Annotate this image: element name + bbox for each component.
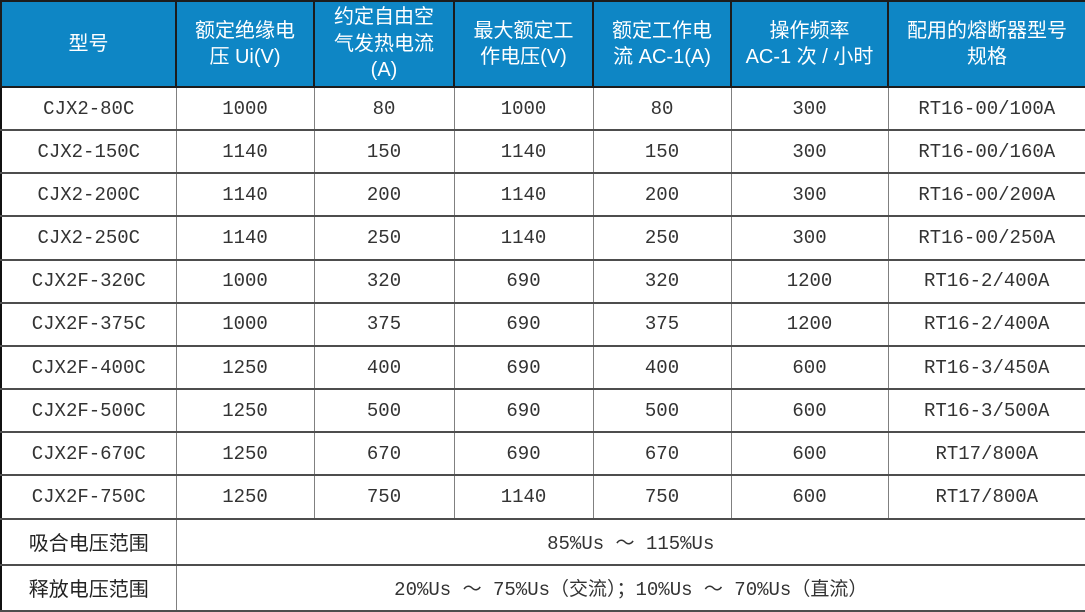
model-cell: CJX2F-750C — [0, 474, 177, 520]
table-cell: 750 — [313, 474, 455, 520]
column-header-operation-frequency: 操作频率 AC-1 次 / 小时 — [730, 0, 889, 88]
table-cell: 690 — [453, 258, 594, 304]
footer-label: 吸合电压范围 — [0, 517, 177, 566]
table-row: CJX2F-750C 1250 750 1140 750 600 RT17/80… — [0, 474, 1085, 520]
footer-row-pickup-voltage: 吸合电压范围 85%Us ～ 115%Us — [0, 517, 1085, 566]
table-row: CJX2F-375C 1000 375 690 375 1200 RT16-2/… — [0, 301, 1085, 347]
table-cell: 250 — [313, 215, 455, 261]
table-cell: 690 — [453, 388, 594, 434]
table-cell: 1200 — [730, 258, 889, 304]
model-cell: CJX2-150C — [0, 129, 177, 175]
fuse-cell: RT16-3/450A — [887, 344, 1085, 391]
column-header-model: 型号 — [0, 0, 177, 88]
fuse-cell: RT16-00/200A — [887, 172, 1085, 218]
table-cell: 1000 — [175, 85, 315, 132]
table-cell: 320 — [592, 258, 732, 304]
table-cell: 1140 — [175, 172, 315, 218]
table-cell: 375 — [592, 301, 732, 347]
table-cell: 400 — [313, 344, 455, 391]
table-cell: 1140 — [175, 129, 315, 175]
fuse-cell: RT16-00/160A — [887, 129, 1085, 175]
table-cell: 1000 — [175, 301, 315, 347]
table-cell: 300 — [730, 172, 889, 218]
table-cell: 600 — [730, 431, 889, 477]
model-cell: CJX2F-375C — [0, 301, 177, 347]
table-cell: 1250 — [175, 474, 315, 520]
table-cell: 500 — [592, 388, 732, 434]
model-cell: CJX2-80C — [0, 85, 177, 132]
pickup-voltage-range-value: 85%Us ～ 115%Us — [175, 517, 1085, 566]
table-cell: 1200 — [730, 301, 889, 347]
table-cell: 750 — [592, 474, 732, 520]
table-cell: 1250 — [175, 388, 315, 434]
table-cell: 500 — [313, 388, 455, 434]
table-cell: 1140 — [453, 129, 594, 175]
table-cell: 600 — [730, 474, 889, 520]
table-cell: 1000 — [175, 258, 315, 304]
fuse-cell: RT17/800A — [887, 431, 1085, 477]
table-cell: 300 — [730, 215, 889, 261]
column-header-insulation-voltage: 额定绝缘电压 Ui(V) — [175, 0, 315, 88]
table-cell: 1140 — [453, 474, 594, 520]
footer-label: 释放电压范围 — [0, 563, 177, 612]
table-cell: 200 — [592, 172, 732, 218]
column-header-max-working-voltage: 最大额定工作电压(V) — [453, 0, 594, 88]
model-cell: CJX2F-400C — [0, 344, 177, 391]
model-cell: CJX2-200C — [0, 172, 177, 218]
table-cell: 200 — [313, 172, 455, 218]
column-header-working-current: 额定工作电流 AC-1(A) — [592, 0, 732, 88]
column-header-fuse-spec: 配用的熔断器型号规格 — [887, 0, 1085, 88]
table-cell: 375 — [313, 301, 455, 347]
model-cell: CJX2F-670C — [0, 431, 177, 477]
table-cell: 250 — [592, 215, 732, 261]
table-cell: 1000 — [453, 85, 594, 132]
table-cell: 80 — [592, 85, 732, 132]
fuse-cell: RT16-3/500A — [887, 388, 1085, 434]
table-cell: 690 — [453, 301, 594, 347]
table-cell: 150 — [592, 129, 732, 175]
table-cell: 600 — [730, 388, 889, 434]
table-cell: 80 — [313, 85, 455, 132]
table-row: CJX2-250C 1140 250 1140 250 300 RT16-00/… — [0, 215, 1085, 261]
table-row: CJX2-150C 1140 150 1140 150 300 RT16-00/… — [0, 129, 1085, 175]
table-cell: 600 — [730, 344, 889, 391]
header-row: 型号 额定绝缘电压 Ui(V) 约定自由空气发热电流(A) 最大额定工作电压(V… — [0, 0, 1085, 88]
footer-row-release-voltage: 释放电压范围 20%Us ～ 75%Us（交流）；10%Us ～ 70%Us（直… — [0, 563, 1085, 612]
column-header-thermal-current: 约定自由空气发热电流(A) — [313, 0, 455, 88]
table-row: CJX2F-400C 1250 400 690 400 600 RT16-3/4… — [0, 344, 1085, 391]
fuse-cell: RT16-00/250A — [887, 215, 1085, 261]
model-cell: CJX2-250C — [0, 215, 177, 261]
table-cell: 1140 — [453, 172, 594, 218]
table-cell: 670 — [592, 431, 732, 477]
model-cell: CJX2F-500C — [0, 388, 177, 434]
table-cell: 670 — [313, 431, 455, 477]
fuse-cell: RT16-00/100A — [887, 85, 1085, 132]
release-voltage-range-value: 20%Us ～ 75%Us（交流）；10%Us ～ 70%Us（直流） — [175, 563, 1085, 612]
table-cell: 1250 — [175, 431, 315, 477]
table-cell: 690 — [453, 344, 594, 391]
table-cell: 300 — [730, 85, 889, 132]
table-cell: 690 — [453, 431, 594, 477]
table-row: CJX2-80C 1000 80 1000 80 300 RT16-00/100… — [0, 85, 1085, 132]
fuse-cell: RT17/800A — [887, 474, 1085, 520]
fuse-cell: RT16-2/400A — [887, 301, 1085, 347]
table-row: CJX2F-500C 1250 500 690 500 600 RT16-3/5… — [0, 388, 1085, 434]
table-cell: 320 — [313, 258, 455, 304]
table-cell: 1140 — [175, 215, 315, 261]
table-cell: 300 — [730, 129, 889, 175]
table-cell: 1140 — [453, 215, 594, 261]
table-row: CJX2F-320C 1000 320 690 320 1200 RT16-2/… — [0, 258, 1085, 304]
model-cell: CJX2F-320C — [0, 258, 177, 304]
table-cell: 150 — [313, 129, 455, 175]
table-cell: 400 — [592, 344, 732, 391]
table-row: CJX2F-670C 1250 670 690 670 600 RT17/800… — [0, 431, 1085, 477]
table-cell: 1250 — [175, 344, 315, 391]
table-row: CJX2-200C 1140 200 1140 200 300 RT16-00/… — [0, 172, 1085, 218]
fuse-cell: RT16-2/400A — [887, 258, 1085, 304]
